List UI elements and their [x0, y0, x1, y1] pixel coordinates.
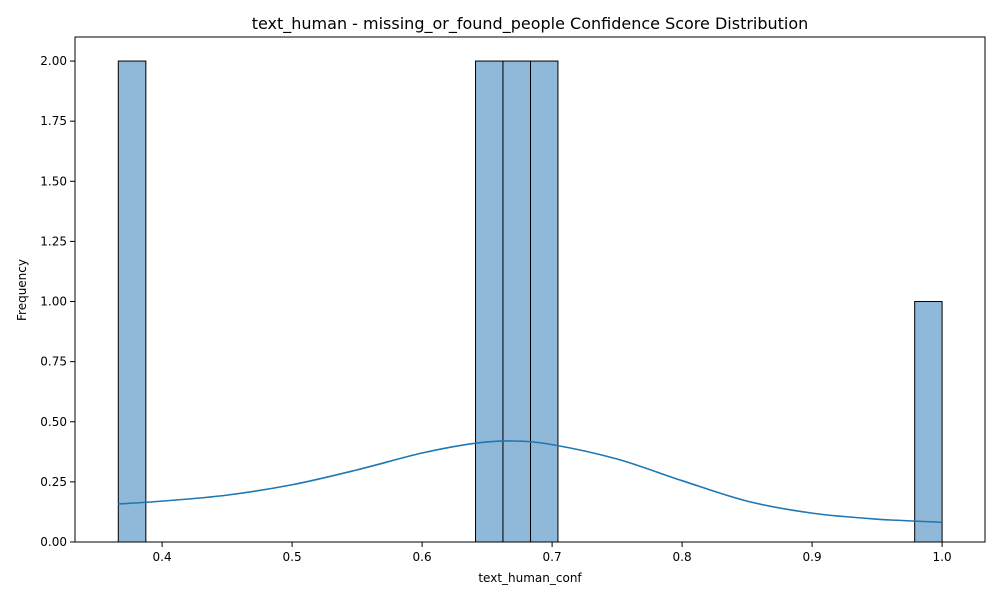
plot-frame	[74, 36, 986, 543]
chart-title: text_human - missing_or_found_people Con…	[252, 14, 809, 34]
x-tick-label: 0.6	[413, 550, 432, 564]
histogram-bar-0	[117, 60, 147, 543]
x-axis-label: text_human_conf	[478, 571, 582, 585]
y-axis-label: Frequency	[15, 259, 29, 321]
x-tick-label: 0.5	[283, 550, 302, 564]
x-tick-label: 0.9	[803, 550, 822, 564]
x-axis-ticks: 0.4 0.5 0.6 0.7 0.8 0.9 1.0	[153, 542, 952, 564]
histogram-bar-1	[475, 60, 504, 543]
y-axis-ticks: 0.00 0.25 0.50 0.75 1.00 1.25 1.50 1.75 2.00	[40, 54, 75, 549]
y-tick-label: 0.50	[40, 415, 67, 429]
kde-curve	[117, 440, 943, 524]
y-tick-label: 0.75	[40, 355, 67, 369]
y-tick-label: 1.00	[40, 295, 67, 309]
y-tick-label: 0.00	[40, 535, 67, 549]
x-tick-label: 0.8	[673, 550, 692, 564]
y-tick-label: 2.00	[40, 54, 67, 68]
histogram-bar-2	[502, 60, 532, 543]
x-tick-label: 0.4	[153, 550, 172, 564]
y-tick-label: 1.25	[40, 234, 67, 248]
histogram-bar-4	[914, 301, 943, 543]
y-tick-label: 1.50	[40, 174, 67, 188]
x-tick-label: 0.7	[543, 550, 562, 564]
x-tick-label: 1.0	[933, 550, 952, 564]
y-tick-label: 1.75	[40, 114, 67, 128]
histogram-bar-3	[530, 60, 559, 543]
histogram-bars	[117, 60, 943, 543]
y-tick-label: 0.25	[40, 475, 67, 489]
